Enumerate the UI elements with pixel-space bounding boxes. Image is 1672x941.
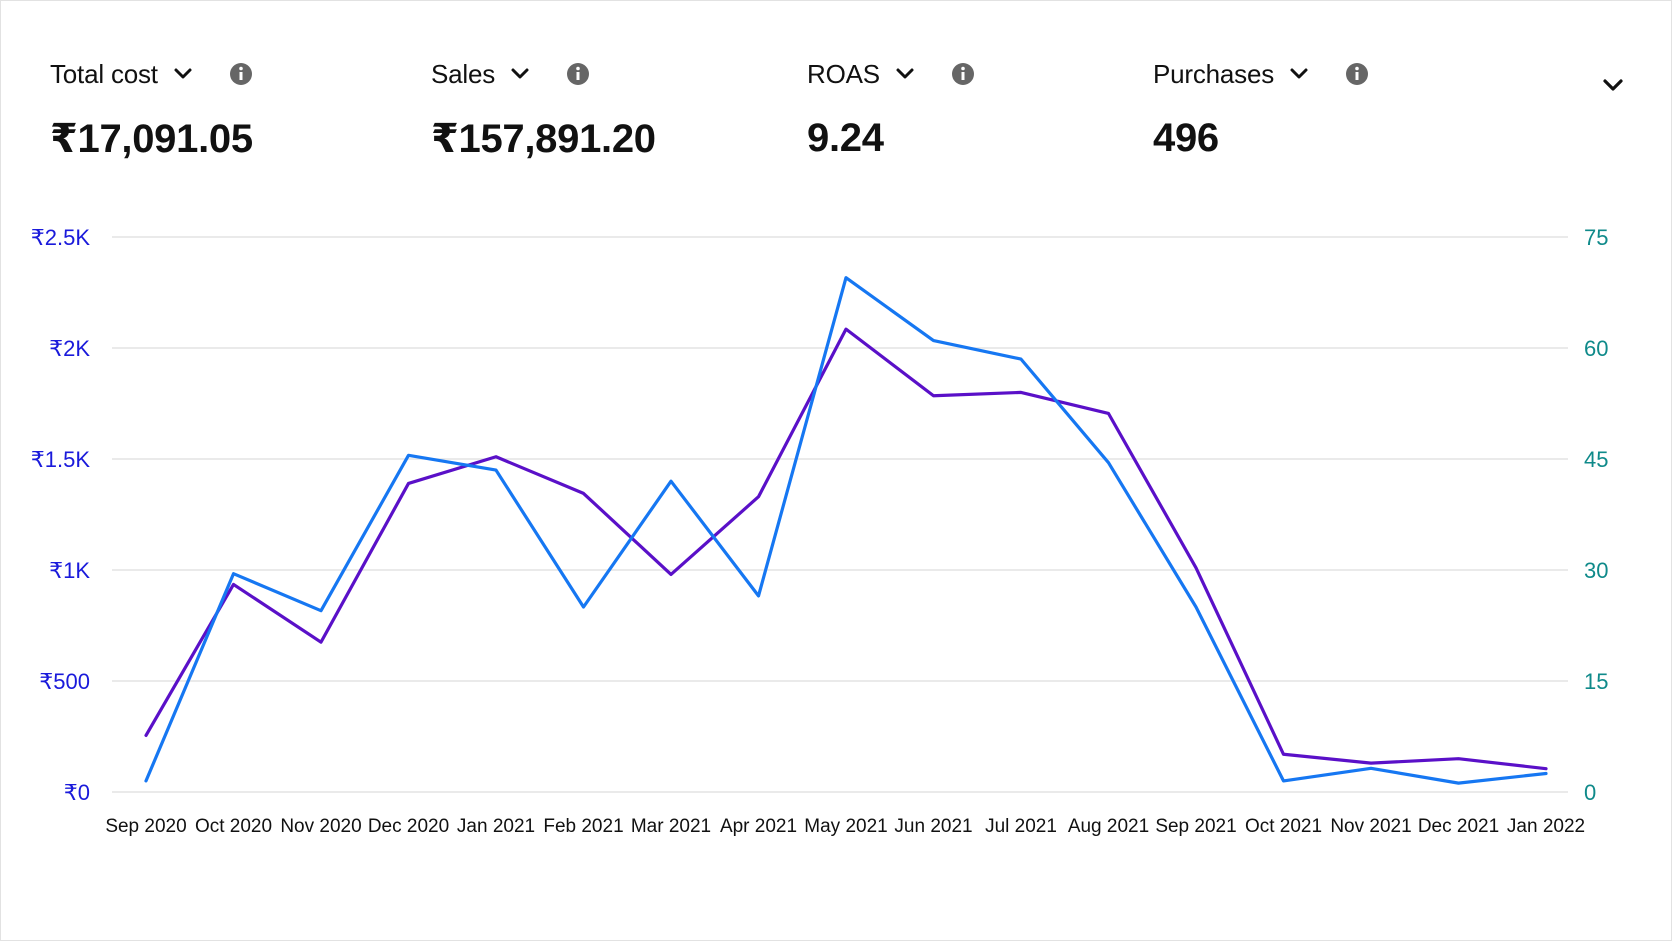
x-axis-tick-label: Feb 2021 [543,816,623,837]
metric-value: ₹17,091.05 [50,117,253,161]
x-axis-tick-label: Apr 2021 [720,816,797,837]
x-axis-tick-label: Jan 2021 [457,816,535,837]
x-axis-tick-label: May 2021 [804,816,887,837]
right-axis-tick-label: 30 [1584,558,1608,583]
series-line-blue [144,276,1548,785]
right-axis-tick-label: 0 [1584,780,1596,805]
x-axis-tick-label: Dec 2021 [1418,816,1499,837]
x-axis-tick-label: Sep 2020 [105,816,186,837]
left-axis-tick-label: ₹0 [64,780,90,805]
x-axis-tick-label: Dec 2020 [368,816,449,837]
chevron-down-icon[interactable] [1284,59,1314,89]
x-axis-tick-label: Oct 2021 [1245,816,1322,837]
x-axis-tick-label: Sep 2021 [1155,816,1236,837]
metric-label: ROAS [807,58,880,89]
x-axis-tick-label: Jan 2022 [1507,816,1585,837]
metric-sales: Sales ₹157,891.20 [431,52,656,162]
metric-value: ₹157,891.20 [431,117,656,161]
right-axis-tick-label: 75 [1584,225,1608,250]
chevron-down-icon[interactable] [890,59,920,89]
metric-label: Purchases [1153,58,1275,89]
left-axis-tick-label: ₹1.5K [31,447,91,472]
x-axis-tick-label: Jun 2021 [894,816,972,837]
expand-chevron-icon[interactable] [1596,68,1630,102]
chevron-down-icon[interactable] [505,59,535,89]
info-icon[interactable] [950,61,976,87]
series-line-purple [144,327,1548,771]
info-icon[interactable] [1344,61,1370,87]
metric-label: Sales [431,58,496,89]
x-axis-tick-label: Mar 2021 [631,816,711,837]
metric-label: Total cost [50,58,158,89]
metric-value: 9.24 [807,116,884,160]
metric-roas: ROAS 9.24 [807,52,976,161]
x-axis-tick-label: Nov 2020 [280,816,361,837]
left-axis-tick-label: ₹1K [49,558,90,583]
left-axis-tick-label: ₹2K [49,336,90,361]
x-axis-tick-label: Jul 2021 [985,816,1057,837]
x-axis-tick-label: Aug 2021 [1068,816,1149,837]
info-icon[interactable] [228,61,254,87]
right-axis-tick-label: 15 [1584,669,1608,694]
metric-total-cost: Total cost ₹17,091.05 [50,52,254,162]
right-axis-tick-label: 45 [1584,447,1608,472]
metric-purchases: Purchases 496 [1153,52,1370,161]
right-axis-tick-label: 60 [1584,336,1608,361]
left-axis-tick-label: ₹500 [39,669,90,694]
x-axis-tick-label: Oct 2020 [195,816,272,837]
chevron-down-icon[interactable] [168,59,198,89]
info-icon[interactable] [565,61,591,87]
left-axis-tick-label: ₹2.5K [31,225,91,250]
metric-value: 496 [1153,116,1219,160]
x-axis-tick-label: Nov 2021 [1330,816,1411,837]
